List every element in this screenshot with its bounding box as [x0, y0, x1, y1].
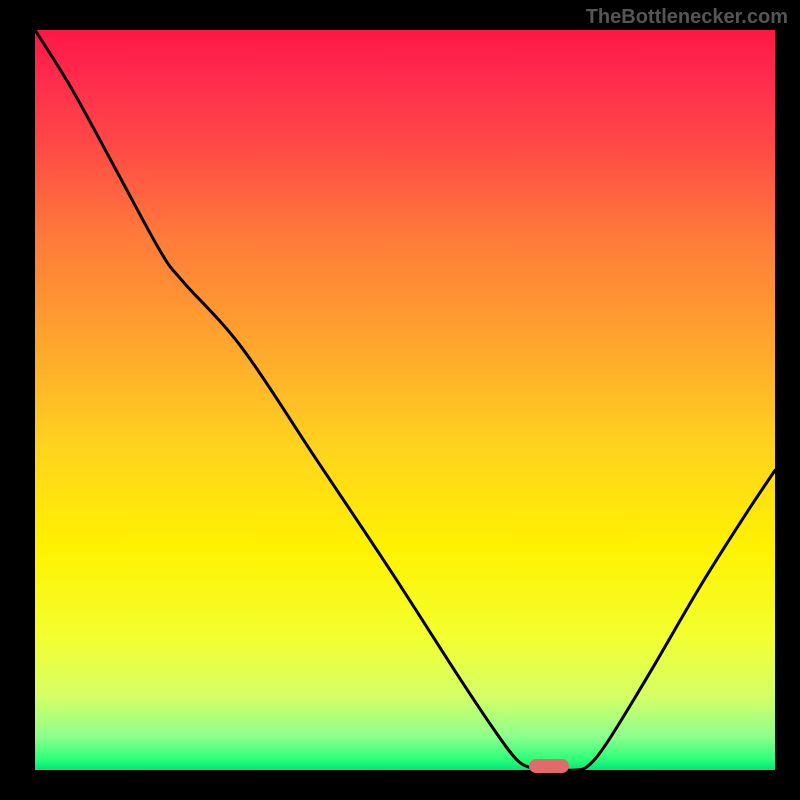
chart-outer: TheBottlenecker.com [0, 0, 800, 800]
bottleneck-curve [35, 30, 775, 770]
attribution-label: TheBottlenecker.com [586, 6, 788, 29]
plot-area [35, 30, 775, 770]
optimal-point-marker [529, 759, 569, 773]
